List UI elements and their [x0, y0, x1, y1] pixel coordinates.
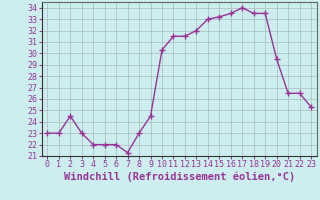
- X-axis label: Windchill (Refroidissement éolien,°C): Windchill (Refroidissement éolien,°C): [64, 172, 295, 182]
